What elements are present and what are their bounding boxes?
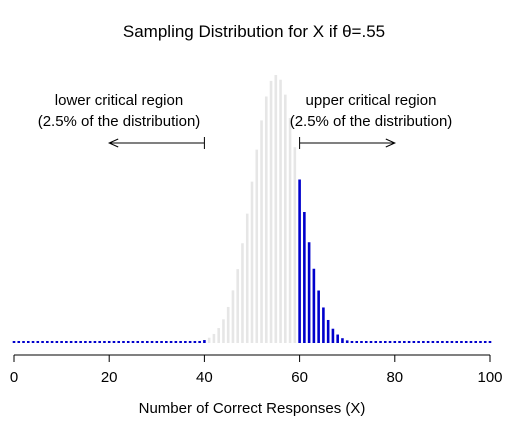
lower-annotation: lower critical region (2.5% of the distr…: [38, 92, 205, 149]
lower-region-label-line2: (2.5% of the distribution): [38, 113, 201, 130]
bars-group: [12, 75, 492, 343]
x-tick-label-80: 80: [386, 369, 403, 386]
upper-region-label-line1: upper critical region: [306, 92, 437, 109]
x-axis-label: Number of Correct Responses (X): [139, 400, 366, 417]
x-tick-label-100: 100: [477, 369, 502, 386]
x-tick-label-0: 0: [10, 369, 18, 386]
upper-annotation: upper critical region (2.5% of the distr…: [290, 92, 453, 149]
x-tick-label-20: 20: [101, 369, 118, 386]
lower-arrow-head: [107, 138, 119, 148]
chart-title: Sampling Distribution for X if θ=.55: [123, 22, 385, 41]
lower-region-arrow: [107, 137, 205, 149]
upper-arrow-head: [385, 138, 397, 148]
upper-region-arrow: [299, 137, 397, 149]
x-tick-label-40: 40: [196, 369, 213, 386]
x-tick-label-60: 60: [291, 369, 308, 386]
x-axis: 0 20 40 60 80 100: [10, 354, 503, 386]
lower-region-label-line1: lower critical region: [55, 92, 183, 109]
upper-region-label-line2: (2.5% of the distribution): [290, 113, 453, 130]
